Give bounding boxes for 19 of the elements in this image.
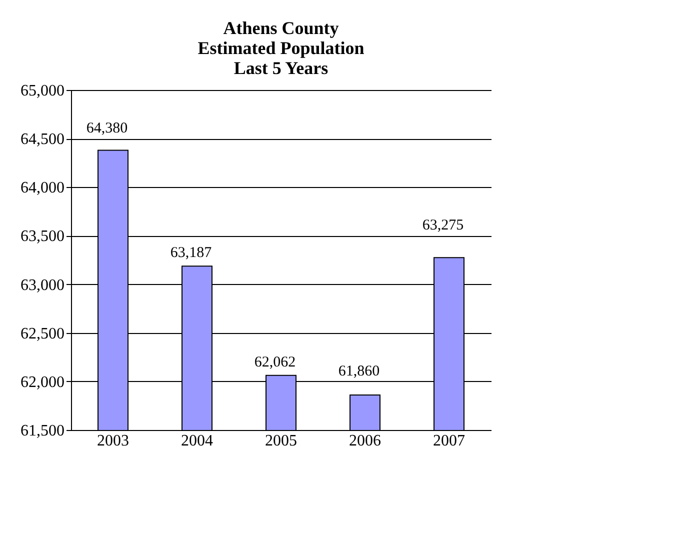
data-label: 63,187	[170, 245, 212, 262]
data-label: 62,062	[254, 354, 296, 370]
x-tick-label: 2003	[97, 432, 129, 450]
x-tick-label: 2006	[349, 432, 381, 450]
y-tick-label: 64,000	[20, 180, 64, 197]
data-label: 63,275	[422, 218, 464, 234]
y-tick-label: 62,000	[20, 374, 64, 391]
y-tick-label: 63,500	[20, 228, 64, 246]
data-label: 64,380	[86, 120, 128, 137]
data-label: 61,860	[338, 363, 380, 380]
y-tick-label: 65,000	[20, 82, 64, 100]
y-tick-label: 62,500	[20, 325, 64, 342]
chart-title: Athens County Estimated Population Last 5 Years	[198, 18, 364, 78]
x-tick-label: 2007	[433, 432, 465, 450]
y-tick-label: 61,500	[20, 422, 64, 440]
x-tick-label: 2005	[265, 432, 297, 450]
y-tick-label: 64,500	[20, 131, 64, 148]
x-tick-label: 2004	[181, 432, 213, 450]
y-tick-label: 63,000	[20, 276, 64, 294]
